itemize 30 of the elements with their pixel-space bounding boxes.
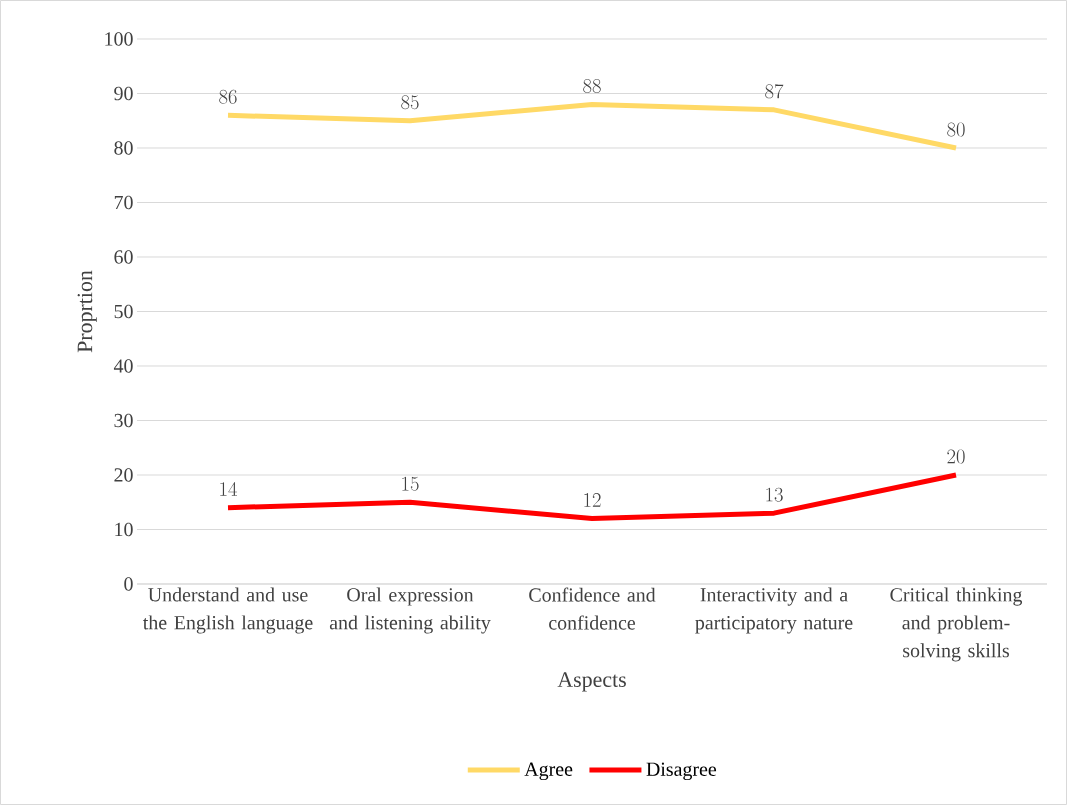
data-label: 80 [947,122,965,137]
data-label: 86 [219,89,237,104]
y-tick-label: 30 [114,413,133,428]
y-tick-label: 100 [105,32,133,46]
x-tick-label: Confidence and confidence [529,587,656,630]
x-tick-label: Critical thinking and problem-solving skills [890,587,1023,662]
legend-label: Agree [524,762,573,781]
data-label: 88 [583,78,601,93]
y-tick-label: 60 [114,250,133,264]
data-label: 14 [220,482,238,496]
y-tick-label: 90 [114,86,133,101]
x-tick-label: Interactivity and a participatory nature [695,587,853,634]
data-label: 20 [947,449,965,464]
x-tick-label: Understand and use the English language [142,587,313,634]
data-label: 12 [584,493,601,507]
y-tick-label: 10 [115,522,133,537]
data-label: 15 [402,476,419,491]
y-tick-label: 70 [114,195,133,210]
data-label: 85 [401,95,419,110]
x-axis-title: Aspects [557,672,626,692]
y-tick-label: 20 [114,468,133,482]
y-axis-title: Proprtion [77,270,97,353]
y-tick-label: 0 [124,577,133,591]
x-tick-label: Oral expression and listening ability [329,587,491,634]
y-tick-label: 80 [114,141,133,155]
y-tick-label: 50 [114,304,133,319]
legend-label: Disagree [646,762,717,781]
data-label: 13 [766,487,783,502]
y-tick-label: 40 [113,359,133,373]
data-label: 87 [765,84,784,99]
